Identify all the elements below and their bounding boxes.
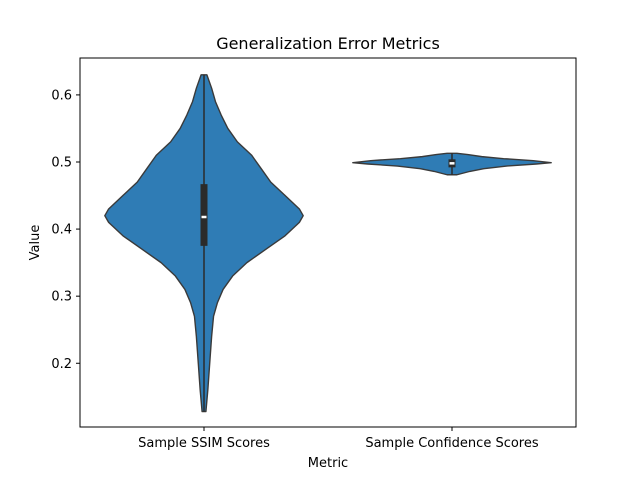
violin-median-0: [201, 215, 207, 219]
plot-area: [104, 74, 552, 413]
x-axis-title: Metric: [308, 456, 348, 471]
y-tick-label-1: 0.3: [51, 290, 72, 305]
y-tick-label-3: 0.5: [51, 155, 72, 170]
x-tick-label-1: Sample Confidence Scores: [365, 436, 539, 451]
x-tick-label-0: Sample SSIM Scores: [138, 436, 270, 451]
axes-frame: [79, 57, 577, 428]
y-axis-title: Value: [28, 225, 43, 261]
y-tick-label-4: 0.6: [51, 88, 72, 103]
violin-median-1: [449, 162, 455, 165]
chart-title: Generalization Error Metrics: [216, 34, 440, 53]
y-tick-label-0: 0.2: [51, 357, 72, 372]
y-tick-label-2: 0.4: [51, 223, 72, 238]
violin-box-0: [200, 184, 208, 246]
